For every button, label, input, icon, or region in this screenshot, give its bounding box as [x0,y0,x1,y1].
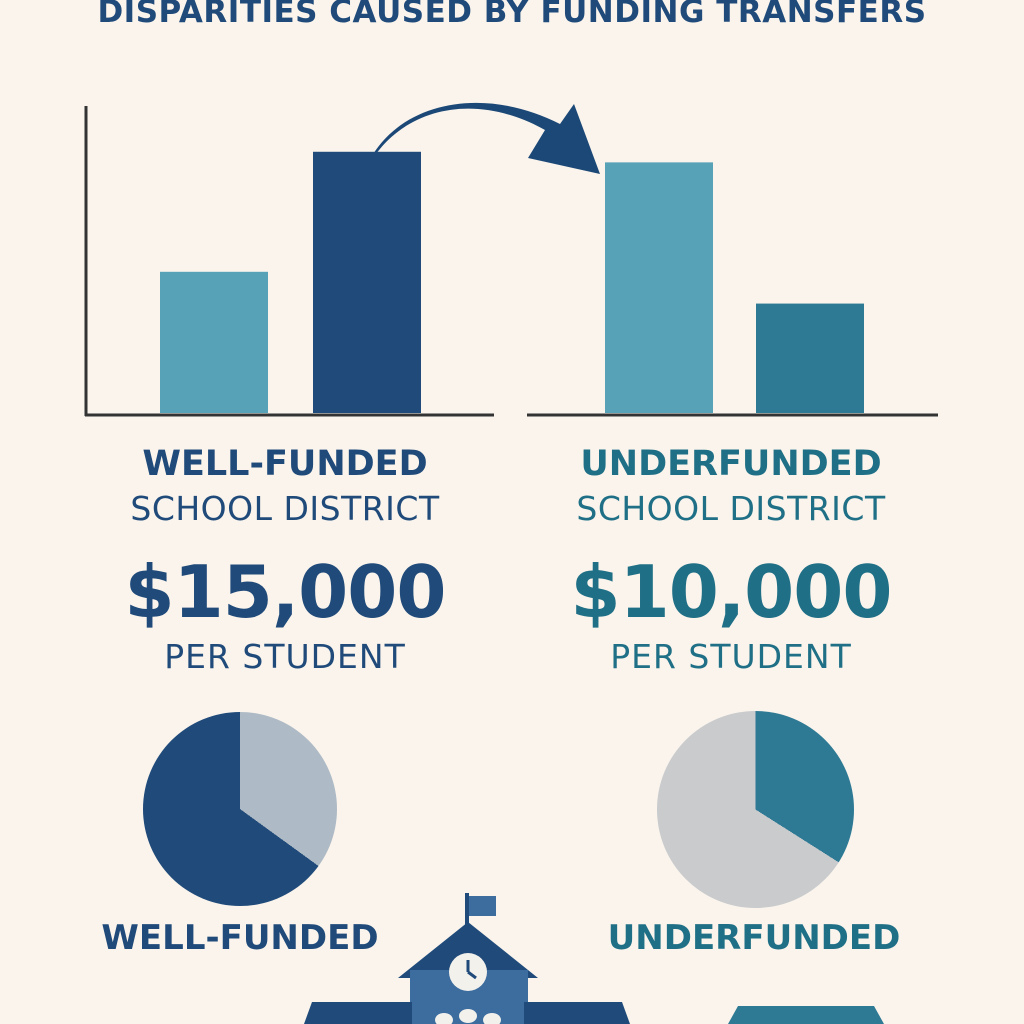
left-bar-1 [160,271,268,413]
transfer-arrow-icon [362,102,600,178]
left-amount: $15,000 [124,550,447,634]
right-unit: PER STUDENT [610,637,852,676]
right-amount: $10,000 [570,550,893,634]
right-heading: UNDERFUNDED [580,444,882,484]
right-pie-chart [657,711,854,908]
page-title: DISPARITIES CAUSED BY FUNDING TRANSFERS [97,0,927,30]
left-heading: WELL-FUNDED [142,444,428,484]
left-subheading: SCHOOL DISTRICT [130,489,440,528]
left-pie-label: WELL-FUNDED [101,918,379,958]
left-bar-2 [313,151,421,413]
right-pie-label: UNDERFUNDED [607,918,901,958]
right-bar-2 [756,303,864,413]
right-bar-1 [605,162,713,413]
left-pie-chart [143,712,337,906]
left-unit: PER STUDENT [164,637,406,676]
right-subheading: SCHOOL DISTRICT [576,489,886,528]
